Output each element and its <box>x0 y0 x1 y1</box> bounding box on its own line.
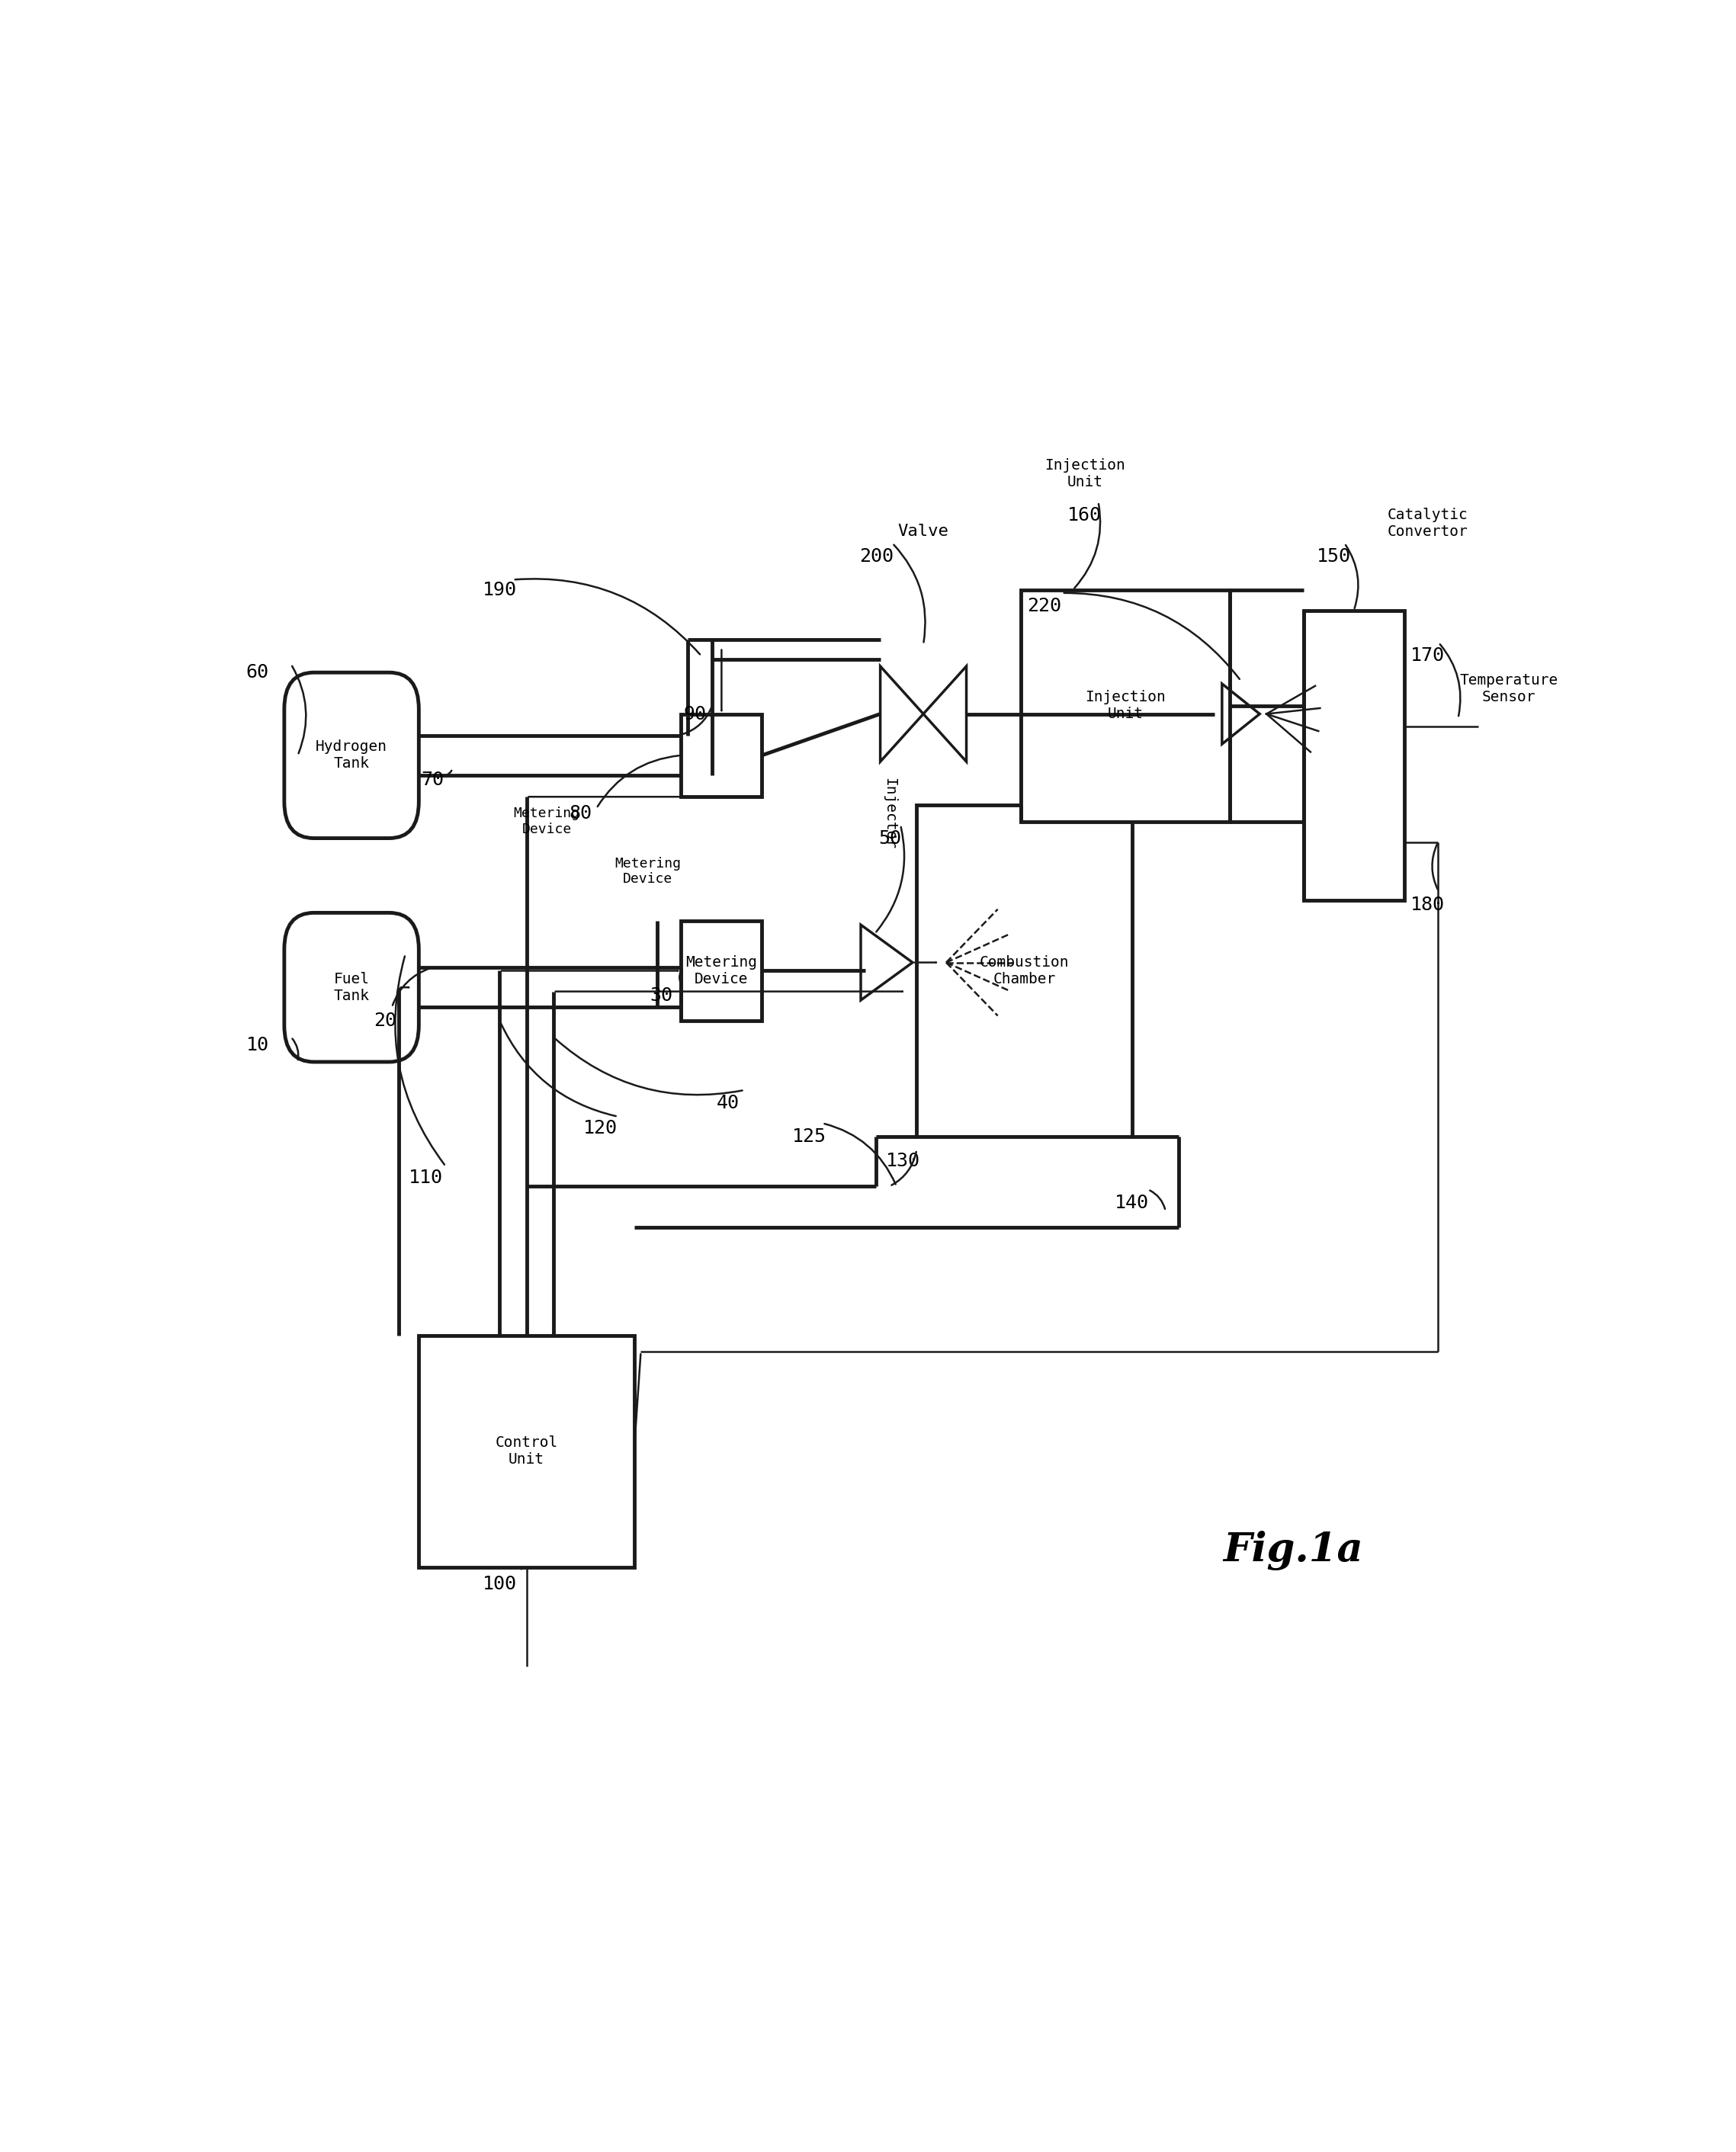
Text: 30: 30 <box>649 986 672 1005</box>
Text: Catalytic
Convertor: Catalytic Convertor <box>1387 508 1469 538</box>
Text: 130: 130 <box>885 1151 920 1171</box>
Text: 120: 120 <box>583 1119 618 1138</box>
Text: Injector: Injector <box>882 777 898 850</box>
Bar <box>681 714 762 796</box>
Bar <box>917 805 1132 1136</box>
Polygon shape <box>924 667 967 762</box>
Text: 140: 140 <box>1115 1194 1149 1212</box>
Text: 170: 170 <box>1411 648 1444 665</box>
Text: Temperature
Sensor: Temperature Sensor <box>1460 674 1557 704</box>
Text: Fig.1a: Fig.1a <box>1224 1530 1363 1571</box>
Text: 220: 220 <box>1028 596 1062 615</box>
Text: Metering
Device: Metering Device <box>514 807 580 837</box>
FancyBboxPatch shape <box>285 674 418 839</box>
Bar <box>418 1334 634 1567</box>
Text: 90: 90 <box>684 704 707 723</box>
Bar <box>681 921 762 1020</box>
Text: Metering
Device: Metering Device <box>615 856 681 887</box>
Text: Combustion
Chamber: Combustion Chamber <box>979 955 1069 986</box>
Text: 40: 40 <box>717 1093 740 1113</box>
Polygon shape <box>1222 684 1260 745</box>
Text: 50: 50 <box>878 829 901 848</box>
Text: 110: 110 <box>408 1169 443 1188</box>
Text: 60: 60 <box>247 663 269 682</box>
Text: 180: 180 <box>1411 895 1444 915</box>
Polygon shape <box>880 667 924 762</box>
Text: 150: 150 <box>1316 547 1351 566</box>
Text: 70: 70 <box>420 770 444 790</box>
Text: Injection
Unit: Injection Unit <box>1085 691 1165 721</box>
FancyBboxPatch shape <box>285 912 418 1061</box>
Bar <box>1304 611 1404 900</box>
Text: Metering
Device: Metering Device <box>686 955 757 986</box>
Text: 100: 100 <box>483 1575 517 1592</box>
Polygon shape <box>861 925 913 1001</box>
Text: Valve: Valve <box>898 525 950 540</box>
Text: 80: 80 <box>569 805 592 822</box>
Text: Control
Unit: Control Unit <box>495 1435 557 1468</box>
Text: Fuel
Tank: Fuel Tank <box>333 973 370 1003</box>
Text: 160: 160 <box>1068 506 1102 525</box>
Text: 125: 125 <box>792 1128 826 1145</box>
Text: 10: 10 <box>247 1035 269 1054</box>
Text: 200: 200 <box>859 547 894 566</box>
Text: Hydrogen
Tank: Hydrogen Tank <box>316 740 387 770</box>
Text: 20: 20 <box>373 1011 396 1029</box>
Text: 190: 190 <box>483 581 517 598</box>
Text: Injection
Unit: Injection Unit <box>1045 458 1125 489</box>
Bar <box>1021 590 1229 822</box>
